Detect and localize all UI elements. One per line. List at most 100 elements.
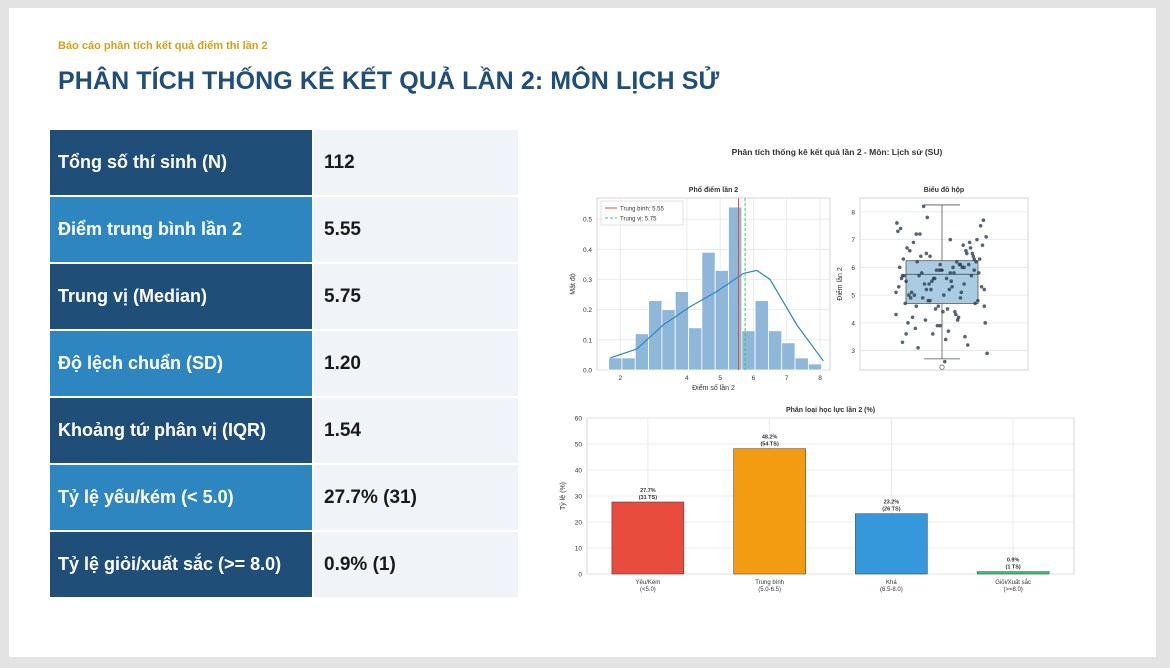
boxplot-point bbox=[910, 315, 915, 320]
category-xtick: (<5.0) bbox=[640, 587, 656, 593]
boxplot-point bbox=[914, 232, 919, 236]
category-ytick: 40 bbox=[575, 468, 583, 475]
boxplot-point bbox=[965, 251, 969, 256]
histogram-xlabel: Điểm số lần 2 bbox=[692, 383, 735, 392]
stat-value: 112 bbox=[314, 130, 518, 195]
kde-curve bbox=[610, 269, 824, 362]
boxplot-point bbox=[979, 284, 984, 289]
boxplot-point bbox=[951, 265, 955, 270]
stats-row: Tổng số thí sinh (N) 112 bbox=[50, 130, 518, 195]
category-data-label: 48.2% bbox=[762, 435, 778, 441]
boxplot-point bbox=[973, 301, 977, 306]
histogram-bar bbox=[688, 327, 703, 371]
boxplot-ytick: 7 bbox=[851, 237, 855, 244]
boxplot-point bbox=[934, 268, 939, 272]
boxplot-point bbox=[930, 279, 934, 284]
histogram-bar bbox=[648, 300, 663, 371]
boxplot-point bbox=[983, 321, 988, 325]
stat-value: 0.9% (1) bbox=[314, 532, 518, 597]
category-chart-title: Phân loại học lực lần 2 (%) bbox=[786, 405, 875, 414]
category-ytick: 30 bbox=[575, 494, 583, 501]
boxplot-point bbox=[900, 273, 905, 278]
boxplot-point bbox=[972, 257, 976, 261]
boxplot-point bbox=[948, 271, 953, 275]
boxplot-point bbox=[942, 293, 946, 297]
stats-row: Khoảng tứ phân vị (IQR) 1.54 bbox=[50, 398, 518, 463]
boxplot-point bbox=[912, 293, 917, 297]
boxplot-point bbox=[964, 248, 968, 253]
boxplot-point bbox=[952, 271, 956, 275]
histogram-bar bbox=[781, 342, 796, 371]
histogram-ytick: 0.2 bbox=[583, 307, 592, 314]
boxplot-point bbox=[981, 218, 986, 222]
legend-mean-label: Trung bình: 5.55 bbox=[620, 207, 664, 213]
boxplot-point bbox=[903, 301, 907, 306]
histogram-bar bbox=[728, 206, 743, 371]
histogram-ytick: 0.5 bbox=[583, 217, 592, 224]
histogram-xtick: 2 bbox=[618, 375, 622, 382]
stats-row: Tỷ lệ yếu/kém (< 5.0) 27.7% (31) bbox=[50, 465, 518, 530]
boxplot-point bbox=[924, 251, 929, 256]
boxplot-point bbox=[977, 271, 981, 275]
boxplot-point bbox=[976, 298, 980, 303]
boxplot-point bbox=[928, 254, 932, 259]
boxplot-point bbox=[904, 332, 908, 336]
boxplot-point bbox=[914, 304, 919, 308]
category-xtick: Giỏi/Xuất sắc bbox=[995, 579, 1031, 586]
stats-row: Độ lệch chuẩn (SD) 1.20 bbox=[50, 331, 518, 396]
stat-label: Tỷ lệ yếu/kém (< 5.0) bbox=[50, 465, 312, 530]
boxplot-point bbox=[942, 359, 947, 364]
boxplot-point bbox=[901, 257, 906, 261]
boxplot-point bbox=[957, 262, 962, 267]
boxplot-point bbox=[895, 221, 899, 225]
boxplot-point bbox=[972, 268, 976, 272]
boxplot-point bbox=[922, 282, 927, 286]
boxplot-point bbox=[929, 287, 933, 292]
boxplot-ytick: 5 bbox=[851, 293, 855, 300]
boxplot-point bbox=[961, 243, 965, 247]
histogram-xtick: 5 bbox=[718, 375, 722, 382]
boxplot-point bbox=[919, 271, 924, 275]
histogram-ytick: 0.1 bbox=[583, 337, 592, 344]
boxplot-point bbox=[900, 340, 905, 345]
category-data-label: (54 TS) bbox=[760, 442, 779, 448]
histogram-ytick: 0.0 bbox=[583, 368, 592, 375]
boxplot-point bbox=[894, 290, 898, 295]
boxplot-point bbox=[911, 240, 916, 245]
boxplot-point bbox=[906, 321, 910, 325]
category-ytick: 50 bbox=[575, 442, 583, 449]
boxplot-point bbox=[931, 332, 935, 336]
boxplot-point bbox=[968, 246, 973, 250]
stat-value: 5.55 bbox=[314, 197, 518, 262]
histogram-xtick: 4 bbox=[685, 375, 689, 382]
histogram-bar bbox=[674, 291, 689, 371]
histogram-ylabel: Mật độ bbox=[570, 273, 577, 295]
category-data-label: 27.7% bbox=[640, 488, 656, 494]
boxplot-point bbox=[896, 229, 900, 234]
category-data-label: (31 TS) bbox=[639, 495, 658, 501]
boxplot-point bbox=[959, 290, 964, 295]
category-ytick: 0 bbox=[578, 572, 582, 579]
boxplot-point bbox=[938, 323, 942, 328]
category-bar bbox=[855, 513, 928, 575]
boxplot-ylabel: Điểm lần 2 bbox=[835, 267, 844, 301]
boxplot-ytick: 4 bbox=[851, 320, 855, 327]
boxplot-point bbox=[969, 273, 974, 278]
category-xtick: Yếu/Kém bbox=[636, 580, 661, 586]
boxplot-point bbox=[921, 204, 926, 209]
stat-value: 5.75 bbox=[314, 264, 518, 329]
boxplot-point bbox=[913, 326, 918, 331]
stat-value: 1.20 bbox=[314, 331, 518, 396]
boxplot-point bbox=[944, 276, 949, 281]
legend-median-label: Trung vị: 5.75 bbox=[620, 217, 657, 223]
boxplot-point bbox=[977, 257, 982, 261]
figure-title: Phân tích thống kê kết quả lần 2 - Môn: … bbox=[732, 147, 943, 157]
stat-value: 27.7% (31) bbox=[314, 465, 518, 530]
stats-row: Tỷ lệ giỏi/xuất sắc (>= 8.0) 0.9% (1) bbox=[50, 532, 518, 597]
boxplot-point bbox=[916, 346, 920, 350]
boxplot-point bbox=[970, 251, 975, 256]
category-ytick: 10 bbox=[575, 546, 583, 553]
boxplot-point bbox=[933, 307, 938, 311]
category-bar bbox=[733, 448, 806, 575]
stats-row: Trung vị (Median) 5.75 bbox=[50, 264, 518, 329]
